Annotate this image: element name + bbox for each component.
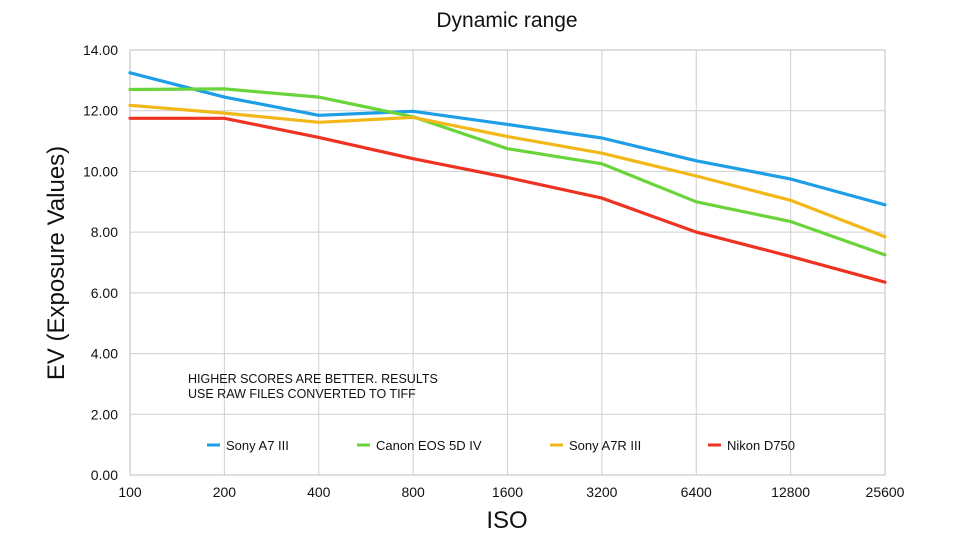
x-tick-label: 100	[118, 484, 142, 500]
y-tick-label: 6.00	[91, 285, 118, 301]
y-tick-label: 0.00	[91, 467, 118, 483]
y-tick-label: 12.00	[83, 103, 118, 119]
y-tick-label: 2.00	[91, 406, 118, 422]
x-tick-label: 25600	[866, 484, 905, 500]
x-tick-label: 800	[401, 484, 425, 500]
y-tick-label: 8.00	[91, 224, 118, 240]
series-line-sony-a7-iii	[128, 71, 887, 207]
x-tick-label: 200	[213, 484, 237, 500]
x-tick-label: 400	[307, 484, 331, 500]
legend: Sony A7 III Canon EOS 5D IV Sony A7R III Ni…	[207, 438, 795, 453]
y-tick-label: 10.00	[83, 163, 118, 179]
x-tick-label: 12800	[771, 484, 810, 500]
y-tick-label: 4.00	[91, 346, 118, 362]
series-lines	[128, 71, 887, 284]
annotation-line-2: USE RAW FILES CONVERTED TO TIFF	[188, 387, 416, 401]
series-line-sony-a7r-iii	[128, 103, 887, 239]
legend-label-sony-a7r-iii: Sony A7R III	[569, 438, 641, 453]
plot-border	[129, 49, 886, 476]
x-tick-label: 6400	[681, 484, 712, 500]
legend-label-nikon-d750: Nikon D750	[727, 438, 795, 453]
legend-label-sony-a7-iii: Sony A7 III	[226, 438, 289, 453]
annotation-line-1: HIGHER SCORES ARE BETTER. RESULTS	[188, 372, 438, 386]
series-line-nikon-d750	[128, 116, 887, 284]
x-tick-label: 1600	[492, 484, 523, 500]
y-tick-label: 14.00	[83, 42, 118, 58]
chart-title: Dynamic range	[436, 9, 577, 32]
x-tick-label: 3200	[586, 484, 617, 500]
x-axis-label: ISO	[486, 507, 527, 534]
legend-label-canon-eos-5d-iv: Canon EOS 5D IV	[376, 438, 482, 453]
y-axis-label: EV (Exposure Values)	[43, 146, 70, 380]
axes: 0.00 2.00 4.00 6.00 8.00 10.00 12.00 14.00 100 20…	[83, 42, 905, 500]
series-line-canon-eos-5d-iv	[128, 87, 887, 257]
